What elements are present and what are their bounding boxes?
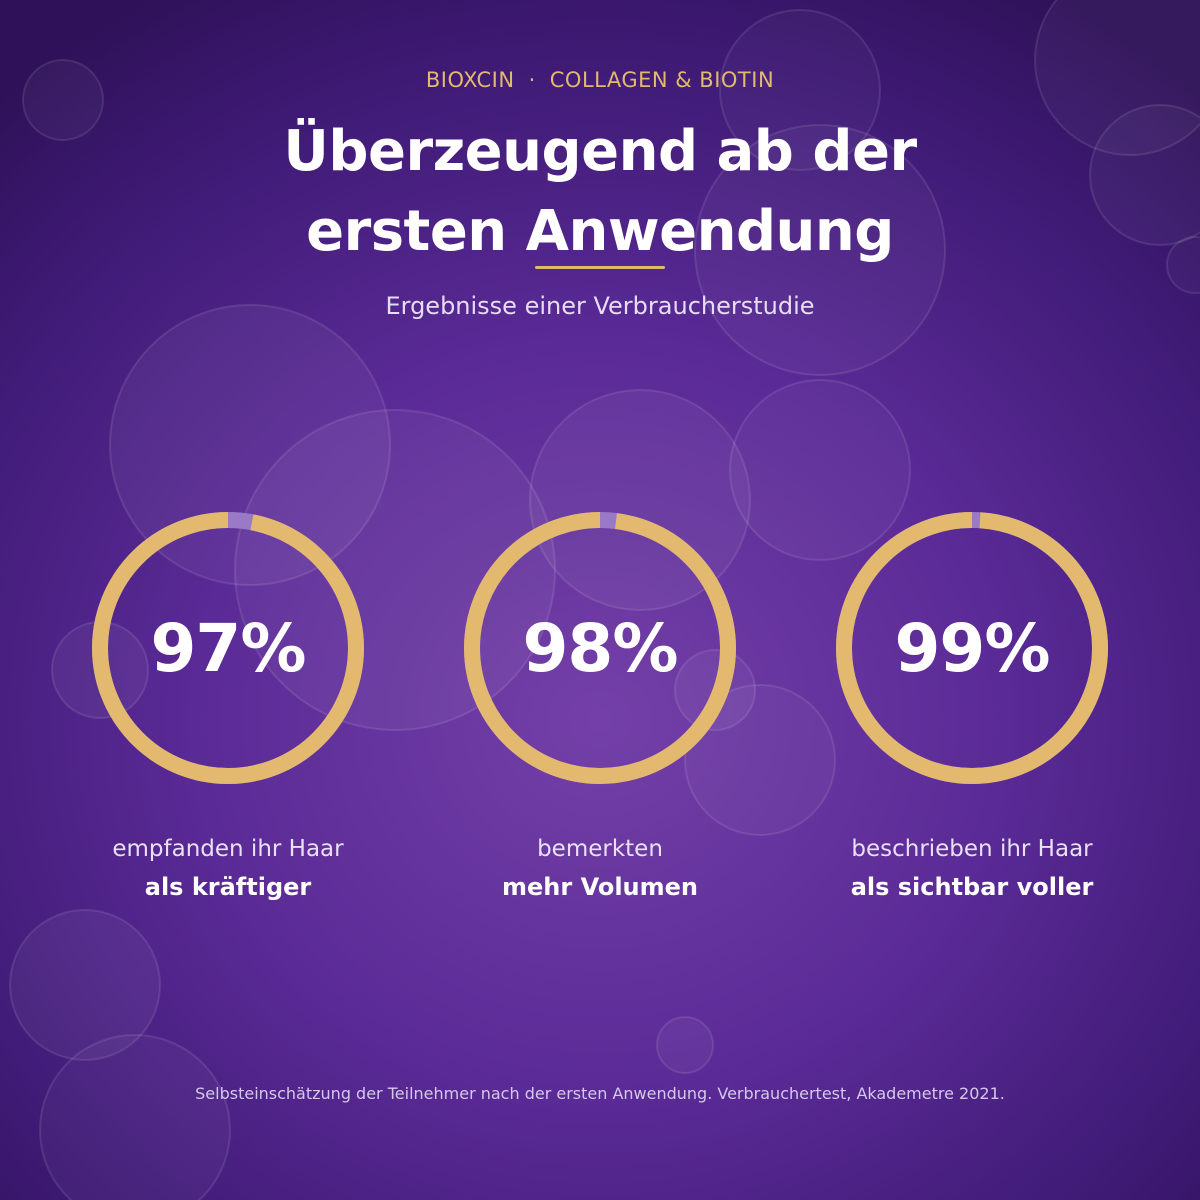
stat-caption: empfanden ihr Haar als kräftiger xyxy=(28,830,428,906)
progress-ring: 99% xyxy=(834,510,1110,786)
gold-divider xyxy=(535,266,665,269)
bokeh-circle xyxy=(1089,104,1200,246)
subtitle: Ergebnisse einer Verbraucherstudie xyxy=(385,292,815,320)
bokeh-circle xyxy=(729,379,911,561)
stat-percentage: 99% xyxy=(894,609,1051,687)
eyebrow: BIOXCIN · COLLAGEN & BIOTIN xyxy=(0,68,1200,92)
headline-line-2: ersten Anwendung xyxy=(306,199,894,264)
bokeh-circle xyxy=(694,124,946,376)
product-name: COLLAGEN & BIOTIN xyxy=(549,68,775,92)
bokeh-circle xyxy=(656,1016,714,1074)
bokeh-circle xyxy=(39,1034,231,1200)
stat-card-1: 97% empfanden ihr Haar als kräftiger xyxy=(90,510,366,901)
bokeh-circle xyxy=(719,9,881,171)
headline-line-1: Überzeugend ab der xyxy=(283,119,917,184)
headline: Überzeugend ab der ersten Anwendung xyxy=(0,112,1200,272)
stat-caption: beschrieben ihr Haar als sichtbar voller xyxy=(772,830,1172,906)
bokeh-circle xyxy=(1166,236,1200,294)
bokeh-circle xyxy=(1034,0,1200,156)
stat-percentage: 97% xyxy=(150,609,307,687)
stat-caption-line-1: empfanden ihr Haar xyxy=(112,836,344,862)
bokeh-circle xyxy=(9,909,161,1061)
bokeh-circle xyxy=(22,59,104,141)
brand-name: BIOXCIN xyxy=(425,68,515,92)
ring-progress xyxy=(92,512,364,784)
stat-caption: bemerkten mehr Volumen xyxy=(400,830,800,906)
stat-caption-line-1: beschrieben ihr Haar xyxy=(851,836,1093,862)
ring-progress xyxy=(464,512,736,784)
eyebrow-separator: · xyxy=(528,68,536,92)
stat-caption-line-1: bemerkten xyxy=(537,836,663,862)
progress-ring: 98% xyxy=(462,510,738,786)
progress-ring: 97% xyxy=(90,510,366,786)
stat-card-2: 98% bemerkten mehr Volumen xyxy=(462,510,738,901)
bokeh-circle xyxy=(684,684,836,836)
stat-card-3: 99% beschrieben ihr Haar als sichtbar vo… xyxy=(834,510,1110,901)
footnote: Selbsteinschätzung der Teilnehmer nach d… xyxy=(195,1084,1005,1103)
stat-caption-line-2: als kräftiger xyxy=(144,873,312,901)
bokeh-circle xyxy=(109,304,391,586)
stat-caption-line-2: als sichtbar voller xyxy=(850,873,1094,901)
ring-progress xyxy=(836,512,1108,784)
stat-percentage: 98% xyxy=(522,609,679,687)
stat-caption-line-2: mehr Volumen xyxy=(502,873,698,901)
